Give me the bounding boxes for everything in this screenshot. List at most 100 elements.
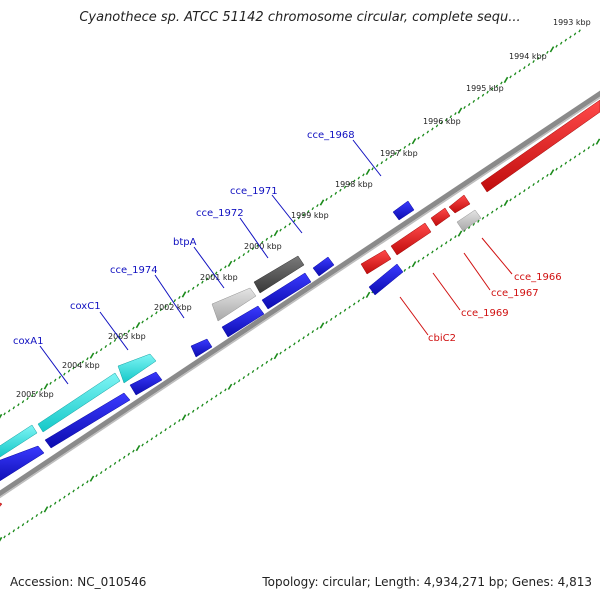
minor-tick [224,265,227,269]
minor-tick [454,235,457,239]
minor-tick [233,259,236,263]
gene-label-coxC1[interactable]: coxC1 [70,301,101,312]
minor-tick [486,213,489,217]
minor-tick [325,197,328,201]
minor-tick [265,237,269,241]
major-tick [549,169,555,176]
minor-tick [546,50,549,54]
gene-cce_1967[interactable] [456,209,482,232]
gene-red[interactable] [430,207,451,227]
gene-label-cce_1966[interactable]: cce_1966 [514,272,562,283]
minor-tick [527,186,531,190]
leader-line [39,345,69,385]
minor-tick [527,63,531,67]
major-tick [457,107,463,114]
gene-red[interactable] [448,194,471,214]
gene-label-cbiC2[interactable]: cbiC2 [428,333,456,344]
major-tick [227,260,233,267]
gene-cce_1974[interactable] [117,353,157,384]
gene-red[interactable] [390,222,432,256]
gene-label-btpA[interactable]: btpA [173,237,197,248]
gene-blue[interactable] [129,371,163,396]
minor-tick [329,194,333,198]
gene-cce_1969[interactable] [360,249,392,275]
minor-tick [467,102,471,106]
minor-tick [173,299,177,303]
minor-tick [500,81,503,85]
minor-tick [201,280,204,284]
major-tick [365,291,371,299]
gene-cbiC2[interactable] [368,263,404,296]
minor-tick [99,348,103,352]
gene-cce_1966[interactable] [480,99,600,193]
minor-tick [339,311,342,315]
gene-blue[interactable] [190,338,213,358]
minor-tick [426,253,430,257]
gene-label-cce_1972[interactable]: cce_1972 [196,208,244,219]
minor-tick [187,412,190,416]
minor-tick [306,333,310,337]
minor-tick [509,75,512,79]
minor-tick [81,360,85,364]
scale-label: 2002 kbp [154,303,192,312]
scale-label: 1996 kbp [423,117,461,126]
minor-tick [477,219,480,223]
gene-blue[interactable] [261,272,312,310]
minor-tick [403,145,407,149]
gene-btpA[interactable] [211,287,257,322]
minor-tick [385,158,388,162]
gene-blue[interactable] [0,445,45,484]
gene-label-cce_1971[interactable]: cce_1971 [230,186,278,197]
sequence-summary: Topology: circular; Length: 4,934,271 bp… [262,575,592,589]
gene-label-cce_1967[interactable]: cce_1967 [491,288,539,299]
gene-coxA1[interactable] [0,424,38,458]
minor-tick [26,520,29,524]
gene-blue[interactable] [44,392,131,449]
minor-tick [99,471,103,475]
major-tick [503,76,509,84]
gene-label-cce_1968[interactable]: cce_1968 [307,130,355,141]
minor-tick [297,339,301,343]
gene-cce_1972[interactable] [253,255,305,294]
minor-tick [21,523,25,527]
leader-line [99,311,129,351]
gene-label-cce_1969[interactable]: cce_1969 [461,308,509,319]
minor-tick [559,164,563,168]
minor-tick [72,489,75,493]
major-tick [0,536,3,542]
minor-tick [127,329,131,333]
gene-label-cce_1974[interactable]: cce_1974 [110,265,158,276]
minor-tick [260,240,264,244]
minor-tick [210,274,213,278]
major-tick [411,138,417,145]
minor-tick [343,308,347,312]
minor-tick [444,241,448,245]
minor-tick [463,105,466,110]
minor-tick [251,246,255,251]
minor-tick [564,161,568,165]
minor-tick [536,56,540,61]
minor-tick [523,66,526,70]
gene-cce_1968[interactable] [392,200,415,221]
minor-tick [63,495,66,499]
minor-tick [573,155,577,159]
gene-label-coxA1[interactable]: coxA1 [13,336,43,347]
minor-tick [141,443,144,447]
gene-coxC1[interactable] [37,372,121,433]
minor-tick [523,189,526,193]
major-tick [549,46,555,53]
minor-tick [122,332,126,336]
minor-tick [541,176,545,180]
minor-tick [40,387,43,391]
major-tick [365,168,371,176]
gene-blue[interactable] [312,256,335,277]
gene-red[interactable] [0,500,3,512]
minor-tick [118,458,121,462]
minor-tick [201,403,204,407]
minor-tick [159,308,163,312]
minor-tick [95,474,98,478]
minor-tick [210,397,213,401]
gene-blue[interactable] [221,305,265,338]
minor-tick [582,149,586,153]
minor-tick [7,409,11,413]
